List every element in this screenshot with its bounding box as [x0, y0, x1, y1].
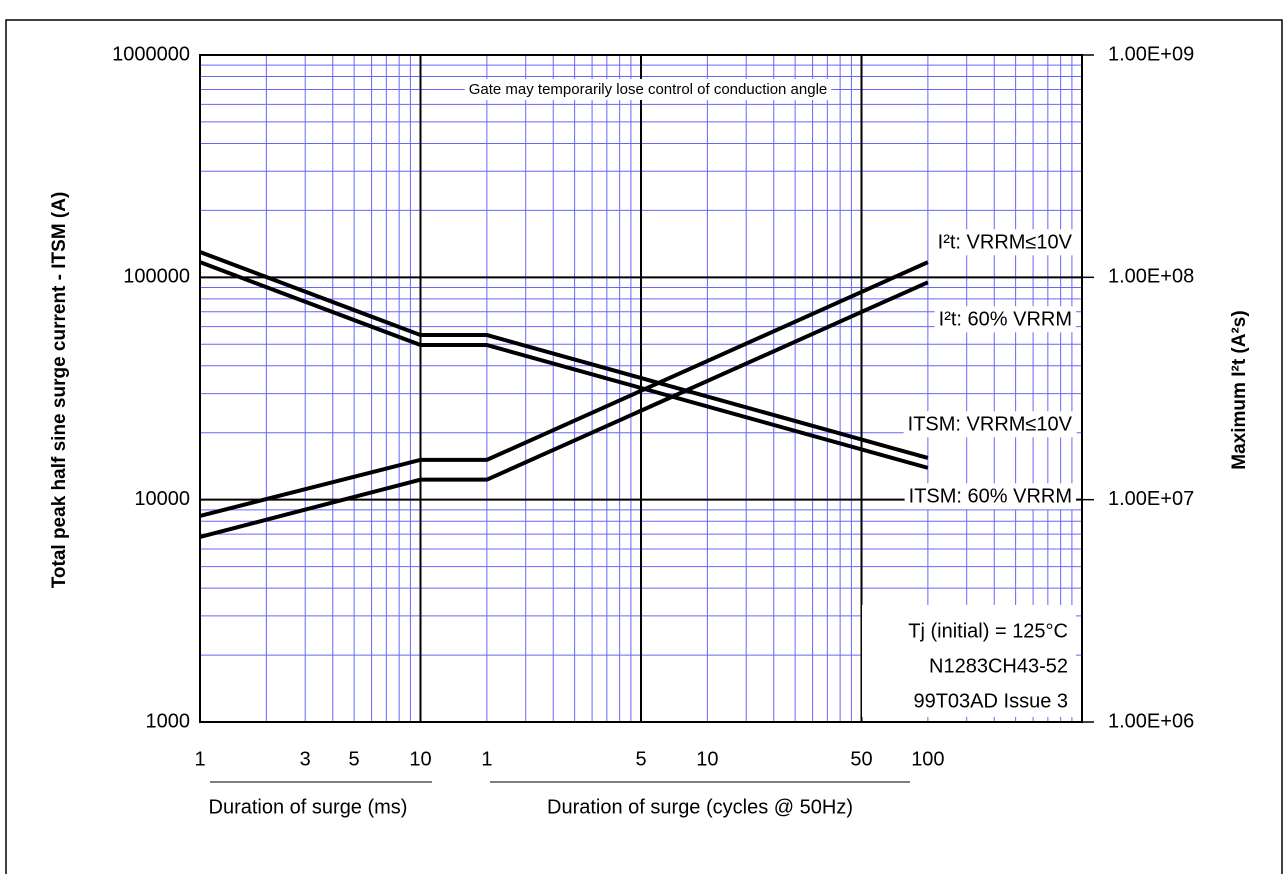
annotation: Gate may temporarily lose control of con… — [469, 81, 828, 98]
note: N1283CH43-52 — [929, 655, 1068, 677]
y2-tick-label: 1.00E+08 — [1108, 266, 1194, 288]
series-line — [200, 262, 928, 516]
lines — [200, 252, 928, 537]
x2-tick-label: 10 — [696, 748, 718, 770]
y-tick-label: 10000 — [134, 488, 190, 510]
y-tick-label: 1000000 — [112, 43, 190, 65]
y-tick-label: 100000 — [123, 266, 190, 288]
y2-tick-label: 1.00E+07 — [1108, 488, 1194, 510]
y-tick-label: 1000 — [146, 710, 191, 732]
x2-tick-label: 50 — [850, 748, 872, 770]
series-label: I²t: 60% VRRM — [939, 308, 1072, 330]
frame — [6, 20, 1282, 874]
series-label: I²t: VRRM≤10V — [938, 231, 1073, 253]
y-axis-title: Total peak half sine surge current - ITS… — [49, 192, 70, 589]
series-label: ITSM: VRRM≤10V — [908, 413, 1073, 435]
x-tick-label: 3 — [300, 748, 311, 770]
x-axis-title: Duration of surge (ms) — [209, 796, 408, 818]
x-tick-label: 1 — [194, 748, 205, 770]
chart: 1000 10000 100000 1000000 1.00E+06 1.00E+07 1.… — [0, 0, 1284, 874]
y2-axis-title: Maximum I²t (A²s) — [1229, 310, 1250, 469]
x-tick-label: 10 — [409, 748, 431, 770]
y2-tick-label: 1.00E+06 — [1108, 710, 1194, 732]
note: Tj (initial) = 125°C — [908, 620, 1068, 642]
y2-tick-label: 1.00E+09 — [1108, 43, 1194, 65]
x2-tick-label: 5 — [635, 748, 646, 770]
series-label: ITSM: 60% VRRM — [909, 485, 1072, 507]
x2-tick-label: 100 — [911, 748, 944, 770]
x-tick-label: 5 — [349, 748, 360, 770]
x2-tick-label: 1 — [481, 748, 492, 770]
x2-axis-title: Duration of surge (cycles @ 50Hz) — [547, 796, 853, 818]
note: 99T03AD Issue 3 — [913, 690, 1068, 712]
